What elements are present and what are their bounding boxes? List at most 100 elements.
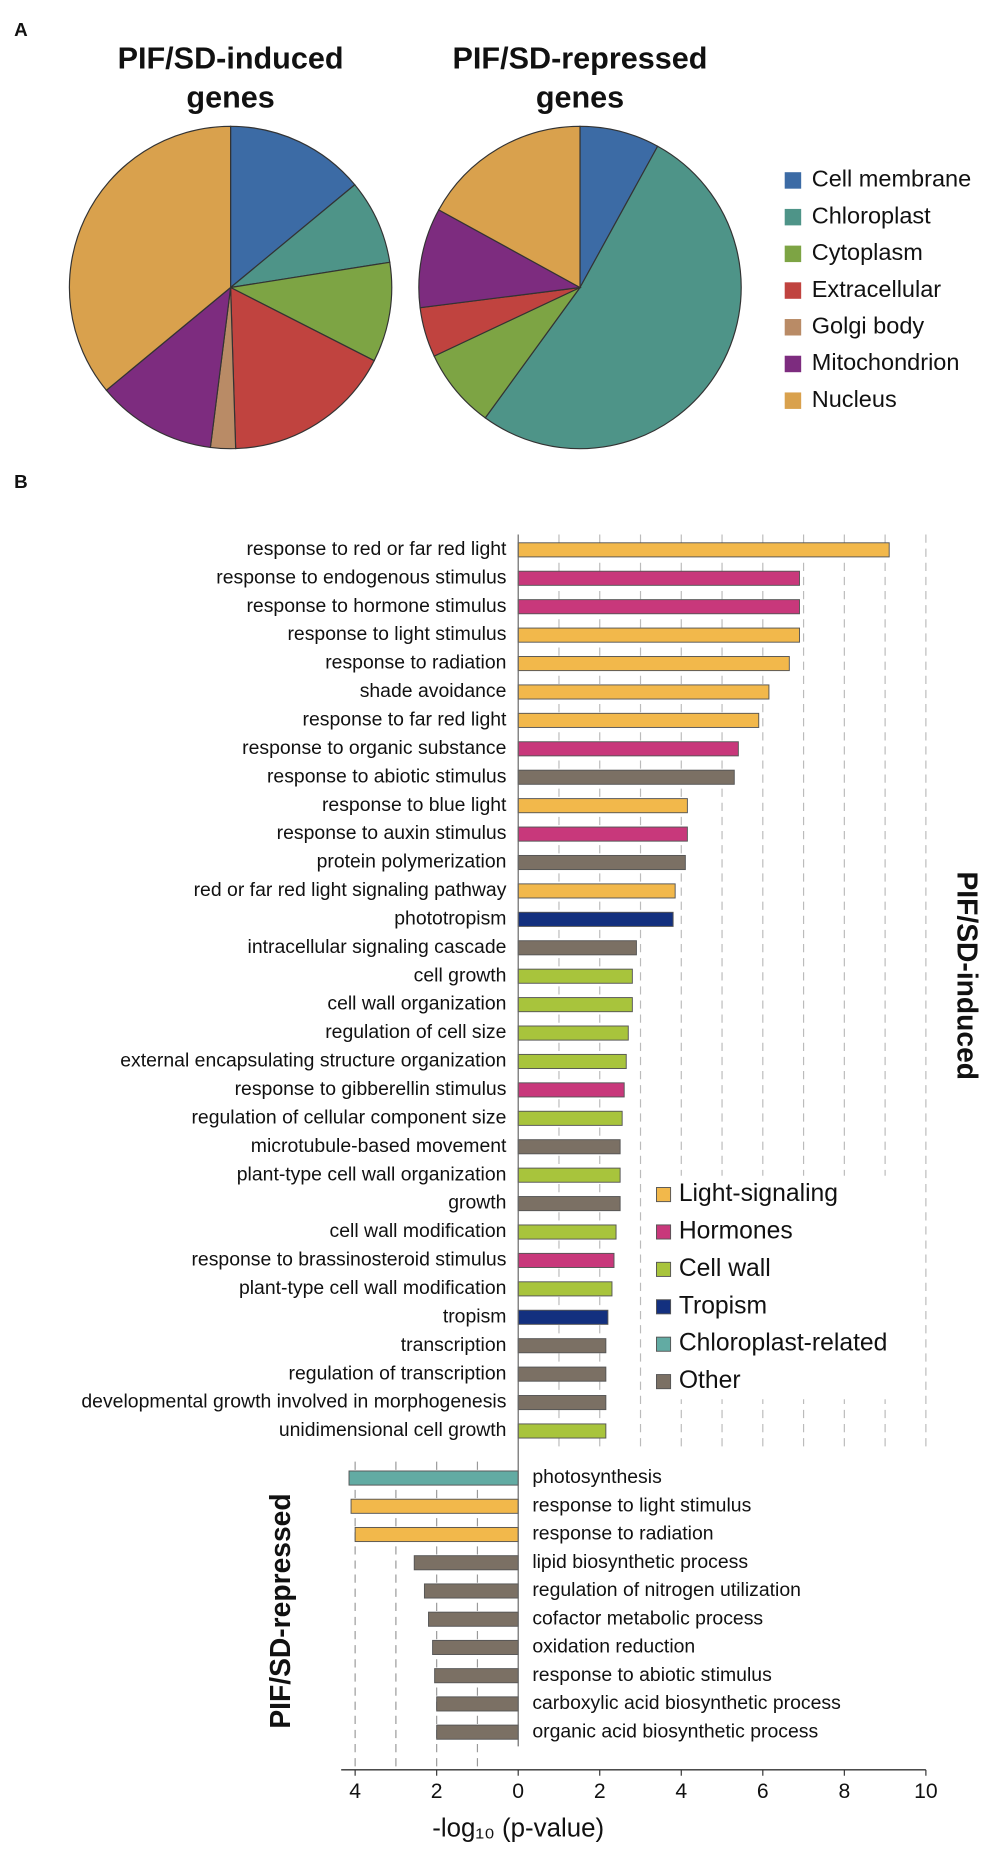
category-label: external encapsulating structure organiz… xyxy=(120,1050,506,1072)
legend-swatch xyxy=(784,392,802,409)
category-label: cell wall organization xyxy=(327,993,506,1015)
category-label: carboxylic acid biosynthetic process xyxy=(532,1692,840,1714)
bar xyxy=(517,656,790,672)
category-label: developmental growth involved in morphog… xyxy=(81,1391,506,1413)
legend-swatch xyxy=(656,1374,672,1390)
category-label: regulation of cell size xyxy=(325,1021,506,1043)
x-tick-label: 4 xyxy=(675,1780,687,1803)
x-tick-label: 8 xyxy=(838,1780,850,1803)
x-tick-label: 2 xyxy=(594,1780,606,1803)
legend-swatch xyxy=(656,1336,672,1352)
bar xyxy=(517,1025,629,1041)
bar xyxy=(517,741,739,757)
category-label: tropism xyxy=(443,1305,507,1327)
category-label: response to hormone stimulus xyxy=(246,595,506,617)
category-label: response to abiotic stimulus xyxy=(267,765,506,787)
bar xyxy=(517,798,688,814)
legend-label: Chloroplast xyxy=(812,202,931,228)
category-label: response to auxin stimulus xyxy=(277,822,507,844)
bar xyxy=(517,1338,607,1354)
legend-swatch xyxy=(784,319,802,336)
legend-swatch xyxy=(656,1187,672,1203)
legend-swatch xyxy=(784,208,802,226)
category-label: response to brassinosteroid stimulus xyxy=(191,1249,506,1271)
legend-label: Golgi body xyxy=(812,312,925,338)
chart-title: PIF/SD-induced xyxy=(118,42,344,76)
legend-label: Cell wall xyxy=(679,1255,771,1282)
category-label: red or far red light signaling pathway xyxy=(194,879,507,901)
pie-slice xyxy=(230,125,356,289)
x-tick-label: 10 xyxy=(914,1780,938,1803)
legend-label: Chloroplast-related xyxy=(679,1330,888,1357)
bar xyxy=(348,1470,519,1486)
legend-label: Cytoplasm xyxy=(812,239,923,265)
bar xyxy=(517,1139,621,1155)
bar xyxy=(517,712,760,728)
category-label: regulation of transcription xyxy=(289,1362,507,1384)
category-label: cofactor metabolic process xyxy=(532,1607,763,1629)
category-label: lipid biosynthetic process xyxy=(532,1551,748,1573)
category-label: response to light stimulus xyxy=(532,1494,751,1516)
category-label: response to organic substance xyxy=(242,737,506,759)
chart-title: PIF/SD-repressed xyxy=(453,42,708,76)
legend-swatch xyxy=(784,282,802,299)
x-tick-label: 4 xyxy=(349,1780,361,1803)
bar xyxy=(517,1309,609,1325)
bar xyxy=(517,1281,613,1297)
bar xyxy=(517,1423,607,1439)
legend-label: Light-signaling xyxy=(679,1180,838,1207)
bar xyxy=(413,1555,519,1571)
legend-label: Hormones xyxy=(679,1218,793,1245)
pie-slice xyxy=(105,286,232,449)
category-label: cell wall modification xyxy=(330,1220,507,1242)
category-label: growth xyxy=(448,1192,506,1214)
legend-swatch xyxy=(656,1224,672,1240)
category-label: shade avoidance xyxy=(360,680,507,702)
category-label: organic acid biosynthetic process xyxy=(532,1720,818,1742)
category-label: regulation of nitrogen utilization xyxy=(532,1579,801,1601)
category-label: response to abiotic stimulus xyxy=(532,1664,771,1686)
bar xyxy=(517,1366,607,1382)
category-label: response to red or far red light xyxy=(246,538,507,560)
bar xyxy=(436,1724,519,1740)
legend-label: Mitochondrion xyxy=(812,349,960,375)
pie-slice xyxy=(418,209,582,309)
category-label: photosynthesis xyxy=(532,1466,661,1488)
section-label: PIF/SD-repressed xyxy=(264,1493,296,1728)
category-label: response to blue light xyxy=(322,794,507,816)
x-axis-title: -log₁₀ (p-value) xyxy=(432,1815,604,1843)
category-label: plant-type cell wall modification xyxy=(239,1277,507,1299)
pie-slice xyxy=(68,125,232,392)
bar xyxy=(517,940,637,956)
bar xyxy=(517,570,800,586)
bar xyxy=(517,627,800,643)
category-label: plant-type cell wall organization xyxy=(237,1163,507,1185)
bar xyxy=(354,1526,519,1543)
category-label: response to light stimulus xyxy=(287,623,506,645)
bar xyxy=(423,1583,519,1599)
category-label: transcription xyxy=(401,1334,507,1356)
category-label: intracellular signaling cascade xyxy=(248,936,507,958)
bar xyxy=(517,1082,625,1098)
panel-label: A xyxy=(14,19,28,40)
bar xyxy=(517,968,633,984)
category-label: phototropism xyxy=(394,907,506,929)
pie-slice xyxy=(228,183,391,289)
bar xyxy=(517,911,674,927)
category-label: unidimensional cell growth xyxy=(279,1419,507,1441)
legend-label: Other xyxy=(679,1367,741,1394)
pie-slice xyxy=(484,145,742,450)
bar xyxy=(436,1696,519,1712)
bar xyxy=(517,684,770,700)
bar xyxy=(517,854,686,871)
bar xyxy=(517,1252,615,1268)
bar xyxy=(517,826,688,842)
category-label: response to radiation xyxy=(532,1523,713,1545)
bar xyxy=(350,1498,519,1514)
category-label: response to gibberellin stimulus xyxy=(235,1078,507,1100)
category-label: response to far red light xyxy=(303,709,507,731)
section-label: PIF/SD-induced xyxy=(951,871,983,1080)
chart-title: genes xyxy=(186,80,274,114)
x-tick-label: 6 xyxy=(757,1780,769,1803)
